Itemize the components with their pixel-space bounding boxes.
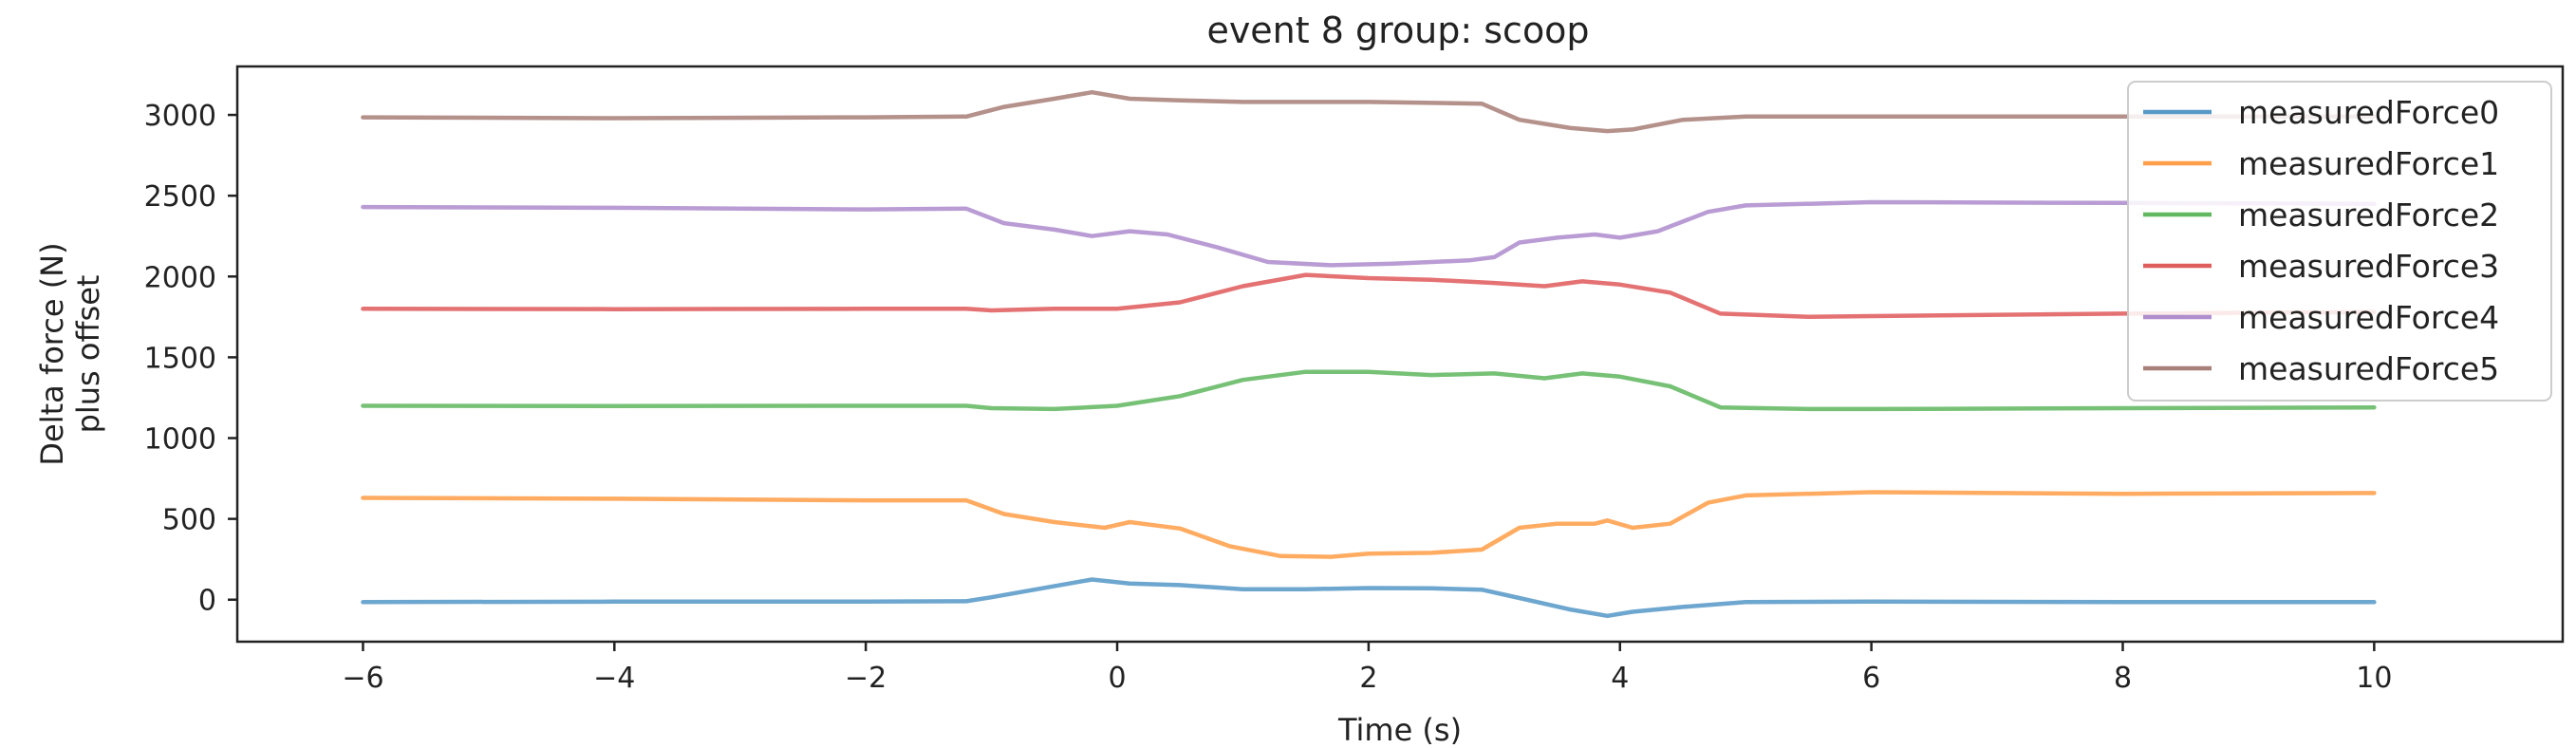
x-axis-label: Time (s) [1337,712,1462,748]
series-line-measuredForce3 [361,272,2377,320]
chart-title: event 8 group: scoop [1206,9,1589,51]
series-line-measuredForce4 [361,199,2377,268]
x-tick-label: 10 [2356,662,2392,695]
legend-entry-label: measuredForce2 [2238,196,2499,234]
x-tick-label: 6 [1862,662,1880,695]
y-axis-label: Delta force (N) plus offset [34,242,106,465]
x-tick-label: −2 [845,662,887,695]
x-tick-label: 2 [1359,662,1377,695]
y-tick-label: 1000 [144,423,216,457]
legend-entry-label: measuredForce4 [2238,299,2499,336]
legend-entry-label: measuredForce3 [2238,248,2499,285]
series-line-measuredForce1 [361,490,2377,559]
y-tick-label: 3000 [144,100,216,133]
x-tick-label: 4 [1611,662,1629,695]
y-tick-label: 0 [198,585,216,618]
series-line-measuredForce2 [361,369,2377,412]
x-tick-label: −4 [593,662,635,695]
legend: measuredForce0 measuredForce1 measuredForc… [2127,81,2552,402]
legend-entry-label: measuredForce1 [2238,145,2499,182]
y-tick-label: 2500 [144,180,216,214]
y-tick-label: 1500 [144,342,216,375]
series-line-measuredForce5 [361,89,2377,134]
y-axis-label-line-2: plus offset [70,275,106,434]
y-axis: 0 500 1000 1500 2000 2500 3000 [144,100,237,618]
series-line-measuredForce0 [361,577,2377,619]
y-axis-label-line-1: Delta force (N) [34,242,70,465]
x-tick-label: 8 [2114,662,2132,695]
x-tick-label: −6 [342,662,383,695]
legend-entry-label: measuredForce5 [2238,350,2499,387]
legend-box [2127,81,2552,402]
y-tick-label: 2000 [144,261,216,294]
plot-frame [235,65,2565,644]
y-tick-label: 500 [162,504,216,537]
series-layer [361,89,2377,619]
x-axis: −6 −4 −2 0 2 4 6 8 10 [342,642,2392,695]
x-tick-label: 0 [1108,662,1126,695]
legend-entry-label: measuredForce0 [2238,94,2499,131]
